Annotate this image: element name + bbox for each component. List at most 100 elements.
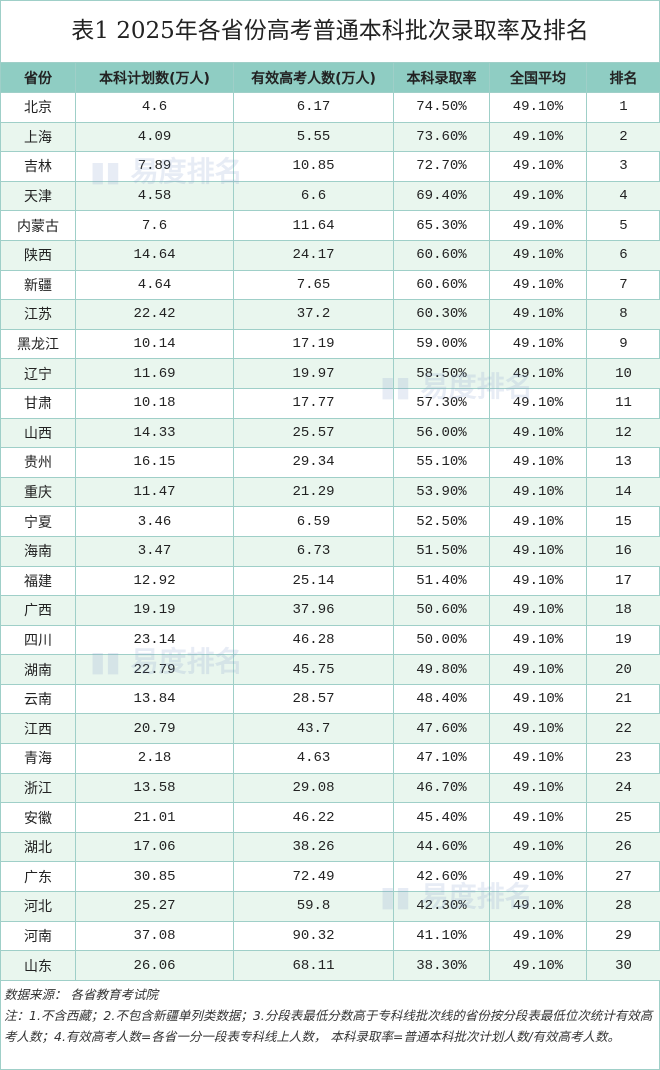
- table-row: 北京 4.6 6.17 74.50% 49.10% 1: [0, 92, 660, 123]
- cell-rank: 17: [586, 565, 660, 597]
- cell-rate: 41.10%: [393, 920, 490, 952]
- table-row: 贵州 16.15 29.34 55.10% 49.10% 13: [0, 447, 660, 478]
- cell-plan: 13.58: [75, 772, 234, 804]
- cell-candidates: 37.96: [233, 595, 394, 626]
- cell-plan: 13.84: [75, 683, 234, 715]
- cell-candidates: 21.29: [233, 476, 394, 508]
- cell-province: 上海: [0, 121, 76, 153]
- cell-candidates: 6.17: [233, 92, 394, 123]
- cell-province: 安徽: [0, 802, 76, 833]
- cell-province: 山西: [0, 417, 76, 449]
- cell-rank: 29: [586, 920, 660, 952]
- cell-national-avg: 49.10%: [489, 121, 587, 153]
- cell-rank: 15: [586, 506, 660, 537]
- cell-rate: 60.30%: [393, 299, 490, 330]
- cell-plan: 14.64: [75, 239, 234, 271]
- cell-rank: 6: [586, 239, 660, 271]
- table-row: 黑龙江 10.14 17.19 59.00% 49.10% 9: [0, 328, 660, 360]
- cell-national-avg: 49.10%: [489, 831, 587, 863]
- cell-candidates: 4.63: [233, 743, 394, 774]
- cell-national-avg: 49.10%: [489, 713, 587, 745]
- cell-rate: 73.60%: [393, 121, 490, 153]
- cell-plan: 3.46: [75, 506, 234, 537]
- table-row: 上海 4.09 5.55 73.60% 49.10% 2: [0, 121, 660, 153]
- cell-province: 新疆: [0, 269, 76, 301]
- cell-province: 湖北: [0, 831, 76, 863]
- cell-plan: 26.06: [75, 950, 234, 981]
- cell-rate: 55.10%: [393, 447, 490, 478]
- cell-plan: 16.15: [75, 447, 234, 478]
- header-candidates: 有效高考人数(万人): [233, 62, 394, 93]
- cell-rank: 13: [586, 447, 660, 478]
- cell-national-avg: 49.10%: [489, 447, 587, 478]
- cell-rank: 5: [586, 210, 660, 241]
- table-row: 山东 26.06 68.11 38.30% 49.10% 30: [0, 950, 660, 981]
- table-row: 甘肃 10.18 17.77 57.30% 49.10% 11: [0, 387, 660, 419]
- cell-candidates: 72.49: [233, 861, 394, 893]
- cell-rate: 51.40%: [393, 565, 490, 597]
- cell-national-avg: 49.10%: [489, 565, 587, 597]
- cell-rate: 74.50%: [393, 92, 490, 123]
- cell-province: 辽宁: [0, 358, 76, 389]
- cell-candidates: 10.85: [233, 151, 394, 182]
- cell-plan: 23.14: [75, 624, 234, 656]
- cell-plan: 7.6: [75, 210, 234, 241]
- table-body: 北京 4.6 6.17 74.50% 49.10% 1 上海 4.09 5.55 73.60% 49…: [0, 92, 660, 981]
- cell-plan: 11.47: [75, 476, 234, 508]
- cell-candidates: 25.57: [233, 417, 394, 449]
- cell-plan: 17.06: [75, 831, 234, 863]
- data-source: 数据来源： 各省教育考试院: [4, 987, 158, 1002]
- cell-rank: 12: [586, 417, 660, 449]
- cell-province: 江西: [0, 713, 76, 745]
- cell-plan: 12.92: [75, 565, 234, 597]
- table-title: 表1 2025年各省份高考普通本科批次录取率及排名: [71, 18, 589, 44]
- table-row: 海南 3.47 6.73 51.50% 49.10% 16: [0, 535, 660, 567]
- cell-candidates: 46.22: [233, 802, 394, 833]
- cell-candidates: 17.19: [233, 328, 394, 360]
- cell-candidates: 68.11: [233, 950, 394, 981]
- cell-candidates: 7.65: [233, 269, 394, 301]
- cell-national-avg: 49.10%: [489, 151, 587, 182]
- cell-national-avg: 49.10%: [489, 180, 587, 212]
- table-row: 重庆 11.47 21.29 53.90% 49.10% 14: [0, 476, 660, 508]
- cell-rate: 50.00%: [393, 624, 490, 656]
- cell-rank: 23: [586, 743, 660, 774]
- cell-rank: 3: [586, 151, 660, 182]
- cell-rate: 42.60%: [393, 861, 490, 893]
- cell-candidates: 25.14: [233, 565, 394, 597]
- table-row: 河北 25.27 59.8 42.30% 49.10% 28: [0, 891, 660, 922]
- cell-rank: 21: [586, 683, 660, 715]
- cell-rank: 25: [586, 802, 660, 833]
- cell-plan: 30.85: [75, 861, 234, 893]
- cell-rate: 72.70%: [393, 151, 490, 182]
- table-row: 江苏 22.42 37.2 60.30% 49.10% 8: [0, 299, 660, 330]
- cell-rank: 24: [586, 772, 660, 804]
- cell-national-avg: 49.10%: [489, 387, 587, 419]
- table-footer: 数据来源： 各省教育考试院 注：1.不含西藏；2.不包含新疆单列类数据；3.分段…: [4, 984, 656, 1047]
- cell-rank: 9: [586, 328, 660, 360]
- cell-province: 福建: [0, 565, 76, 597]
- table-row: 云南 13.84 28.57 48.40% 49.10% 21: [0, 683, 660, 715]
- cell-rank: 4: [586, 180, 660, 212]
- cell-candidates: 37.2: [233, 299, 394, 330]
- cell-rate: 44.60%: [393, 831, 490, 863]
- cell-rate: 47.60%: [393, 713, 490, 745]
- cell-province: 河北: [0, 891, 76, 922]
- cell-plan: 37.08: [75, 920, 234, 952]
- cell-rate: 60.60%: [393, 269, 490, 301]
- table-row: 安徽 21.01 46.22 45.40% 49.10% 25: [0, 802, 660, 833]
- cell-province: 天津: [0, 180, 76, 212]
- cell-national-avg: 49.10%: [489, 299, 587, 330]
- cell-plan: 4.58: [75, 180, 234, 212]
- cell-province: 云南: [0, 683, 76, 715]
- cell-plan: 4.6: [75, 92, 234, 123]
- cell-candidates: 24.17: [233, 239, 394, 271]
- cell-plan: 4.64: [75, 269, 234, 301]
- header-row: 省份 本科计划数(万人) 有效高考人数(万人) 本科录取率 全国平均 排名: [0, 62, 660, 93]
- cell-national-avg: 49.10%: [489, 802, 587, 833]
- cell-rank: 27: [586, 861, 660, 893]
- cell-national-avg: 49.10%: [489, 654, 587, 685]
- cell-rate: 58.50%: [393, 358, 490, 389]
- cell-plan: 14.33: [75, 417, 234, 449]
- table-row: 吉林 7.89 10.85 72.70% 49.10% 3: [0, 151, 660, 182]
